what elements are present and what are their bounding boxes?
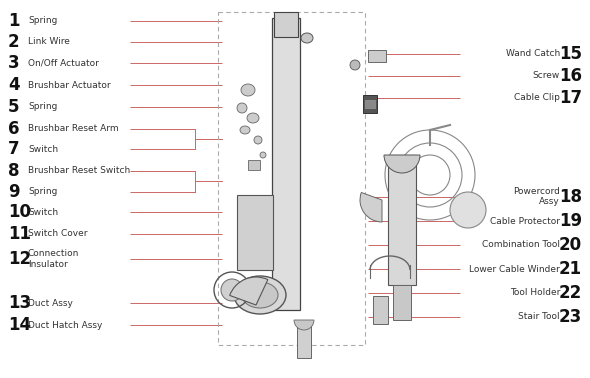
Text: 15: 15: [559, 45, 582, 63]
Ellipse shape: [242, 282, 278, 308]
Text: Spring: Spring: [28, 16, 57, 25]
Circle shape: [350, 60, 360, 70]
Text: 16: 16: [559, 67, 582, 85]
Text: Spring: Spring: [28, 187, 57, 196]
Ellipse shape: [240, 126, 250, 134]
Text: 21: 21: [559, 260, 582, 278]
Text: Wand Catch: Wand Catch: [506, 49, 560, 58]
Text: Duct Hatch Assy: Duct Hatch Assy: [28, 321, 103, 330]
Text: 10: 10: [8, 203, 31, 222]
Ellipse shape: [301, 33, 313, 43]
Text: Switch: Switch: [28, 145, 58, 154]
Text: Screw: Screw: [533, 71, 560, 80]
Text: 14: 14: [8, 316, 31, 334]
Text: 9: 9: [8, 183, 19, 201]
Text: Brushbar Reset Switch: Brushbar Reset Switch: [28, 166, 130, 175]
Circle shape: [450, 192, 486, 228]
Text: Tool Holder: Tool Holder: [510, 288, 560, 297]
Ellipse shape: [237, 103, 247, 113]
Text: On/Off Actuator: On/Off Actuator: [28, 59, 99, 68]
Wedge shape: [360, 192, 382, 222]
Bar: [218, 12, 365, 345]
Text: 7: 7: [8, 140, 19, 158]
Text: 13: 13: [8, 294, 31, 312]
FancyBboxPatch shape: [373, 296, 388, 324]
Text: 23: 23: [559, 308, 582, 326]
Text: 12: 12: [8, 250, 31, 268]
Text: Powercord
Assy: Powercord Assy: [513, 187, 560, 206]
Text: Spring: Spring: [28, 102, 57, 111]
Text: 2: 2: [8, 33, 19, 51]
Text: Lower Cable Winder: Lower Cable Winder: [469, 265, 560, 274]
Ellipse shape: [254, 136, 262, 144]
Wedge shape: [294, 320, 314, 330]
Text: Brushbar Reset Arm: Brushbar Reset Arm: [28, 124, 119, 133]
Text: Switch: Switch: [28, 208, 58, 217]
Text: 6: 6: [8, 119, 19, 138]
Bar: [237, 195, 273, 270]
Text: 11: 11: [8, 225, 31, 243]
Bar: [363, 95, 377, 113]
Ellipse shape: [241, 84, 255, 96]
Text: 4: 4: [8, 76, 19, 94]
Text: 8: 8: [8, 162, 19, 180]
Text: Combination Tool: Combination Tool: [482, 240, 560, 249]
Text: Connection
Insulator: Connection Insulator: [28, 249, 80, 269]
Text: 19: 19: [559, 212, 582, 230]
Ellipse shape: [234, 276, 286, 314]
Bar: [297, 320, 311, 358]
Text: Duct Assy: Duct Assy: [28, 299, 73, 308]
Bar: [393, 285, 411, 320]
Wedge shape: [384, 155, 420, 173]
Text: 1: 1: [8, 12, 19, 30]
Bar: [368, 50, 386, 62]
Text: 17: 17: [559, 88, 582, 107]
Bar: [248, 160, 260, 170]
Bar: [274, 12, 298, 37]
Text: 18: 18: [559, 187, 582, 206]
Circle shape: [221, 279, 243, 301]
Text: Stair Tool: Stair Tool: [519, 312, 560, 321]
Ellipse shape: [247, 113, 259, 123]
Text: 22: 22: [559, 284, 582, 302]
Text: Link Wire: Link Wire: [28, 37, 70, 46]
Bar: [388, 155, 416, 285]
Wedge shape: [230, 277, 268, 305]
Text: 3: 3: [8, 54, 19, 72]
Text: Brushbar Actuator: Brushbar Actuator: [28, 81, 111, 90]
Text: Cable Clip: Cable Clip: [514, 93, 560, 102]
Ellipse shape: [260, 152, 266, 158]
Text: Cable Protector: Cable Protector: [490, 217, 560, 226]
Text: Switch Cover: Switch Cover: [28, 229, 87, 238]
Text: 20: 20: [559, 236, 582, 254]
Text: 5: 5: [8, 98, 19, 116]
Bar: [365, 100, 375, 108]
Bar: [272, 18, 300, 310]
